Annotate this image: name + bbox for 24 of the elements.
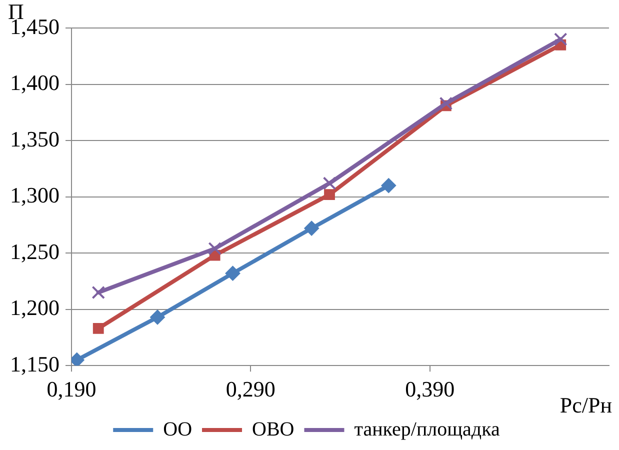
x-tick-label: 0,390 [405, 376, 455, 402]
y-tick-label: 1,300 [10, 182, 60, 208]
y-tick-label: 1,250 [10, 238, 60, 264]
y-tick-label: 1,400 [10, 70, 60, 96]
point [92, 323, 104, 334]
point [322, 176, 336, 190]
point [324, 189, 335, 200]
y-tick-label: 1,350 [10, 126, 60, 152]
point [208, 242, 222, 256]
x-tick-label: 0,190 [46, 376, 96, 402]
point [150, 310, 165, 325]
legend-label: ОВО [252, 418, 294, 440]
y-tick-label: 1,150 [10, 351, 60, 376]
point [554, 32, 568, 46]
point [381, 178, 396, 194]
point [92, 286, 106, 300]
point [304, 220, 320, 236]
x-axis-title: Рс/Рн [560, 392, 612, 418]
legend-label: ОО [163, 418, 192, 440]
x-tick-label: 0,290 [226, 376, 276, 402]
point [225, 266, 240, 281]
point [439, 96, 453, 110]
y-tick-label: 1,200 [10, 295, 60, 320]
legend-label: танкер/площадка [354, 418, 500, 440]
